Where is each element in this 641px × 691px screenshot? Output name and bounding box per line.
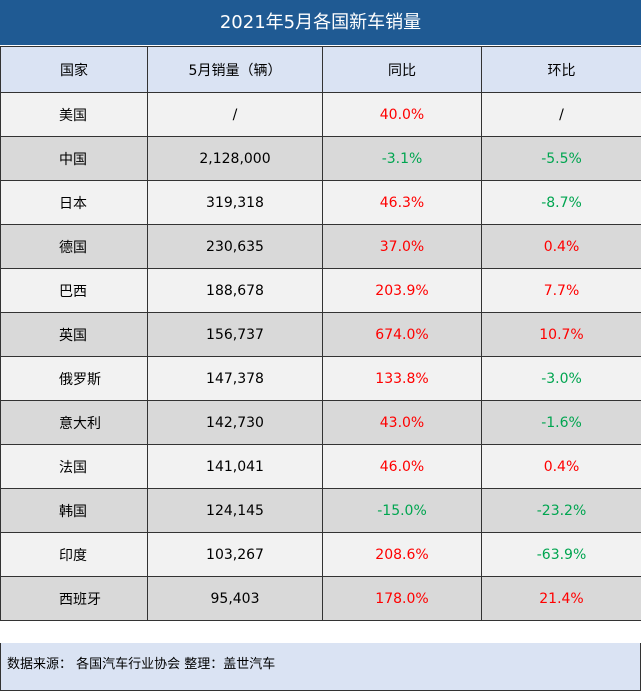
yoy-cell: 133.8%	[322, 356, 482, 401]
table-row: 法国 141,041 46.0% 0.4%	[0, 444, 641, 489]
mom-cell: 0.4%	[481, 224, 641, 269]
yoy-cell: 178.0%	[322, 576, 482, 621]
table-row: 巴西 188,678 203.9% 7.7%	[0, 268, 641, 313]
header-row: 国家 5月销量（辆） 同比 环比	[0, 46, 641, 93]
country-cell: 德国	[0, 224, 148, 269]
mom-cell: -1.6%	[481, 400, 641, 445]
mom-cell: -23.2%	[481, 488, 641, 533]
mom-cell: 0.4%	[481, 444, 641, 489]
country-cell: 印度	[0, 532, 148, 577]
sales-cell: 142,730	[147, 400, 323, 445]
table-row: 意大利 142,730 43.0% -1.6%	[0, 400, 641, 445]
yoy-cell: 203.9%	[322, 268, 482, 313]
country-cell: 意大利	[0, 400, 148, 445]
yoy-cell: 208.6%	[322, 532, 482, 577]
mom-cell: 21.4%	[481, 576, 641, 621]
mom-cell: 7.7%	[481, 268, 641, 313]
country-cell: 美国	[0, 92, 148, 137]
mom-cell: 10.7%	[481, 312, 641, 357]
header-mom: 环比	[481, 46, 641, 93]
sales-cell: 103,267	[147, 532, 323, 577]
table-row: 中国 2,128,000 -3.1% -5.5%	[0, 136, 641, 181]
mom-cell: -5.5%	[481, 136, 641, 181]
mom-cell: -8.7%	[481, 180, 641, 225]
yoy-cell: -3.1%	[322, 136, 482, 181]
yoy-cell: 37.0%	[322, 224, 482, 269]
table-row: 英国 156,737 674.0% 10.7%	[0, 312, 641, 357]
header-yoy: 同比	[322, 46, 482, 93]
sales-cell: 141,041	[147, 444, 323, 489]
sales-cell: 95,403	[147, 576, 323, 621]
sales-cell: /	[147, 92, 323, 137]
country-cell: 法国	[0, 444, 148, 489]
table-row: 韩国 124,145 -15.0% -23.2%	[0, 488, 641, 533]
mom-cell: -3.0%	[481, 356, 641, 401]
mom-cell: -63.9%	[481, 532, 641, 577]
yoy-cell: 40.0%	[322, 92, 482, 137]
source-footer: 数据来源： 各国汽车行业协会 整理：盖世汽车	[0, 643, 641, 691]
sales-cell: 230,635	[147, 224, 323, 269]
header-country: 国家	[0, 46, 148, 93]
table-row: 印度 103,267 208.6% -63.9%	[0, 532, 641, 577]
sales-cell: 188,678	[147, 268, 323, 313]
table-row: 西班牙 95,403 178.0% 21.4%	[0, 576, 641, 621]
table-title: 2021年5月各国新车销量	[0, 0, 641, 46]
country-cell: 西班牙	[0, 576, 148, 621]
sales-cell: 147,378	[147, 356, 323, 401]
country-cell: 日本	[0, 180, 148, 225]
country-cell: 韩国	[0, 488, 148, 533]
sales-table: 国家 5月销量（辆） 同比 环比 美国/40.0% / 中国 2,128,000 -3.…	[0, 46, 641, 621]
table-row: 美国/40.0% /	[0, 92, 641, 137]
yoy-cell: 46.3%	[322, 180, 482, 225]
table-row: 俄罗斯 147,378 133.8% -3.0%	[0, 356, 641, 401]
sales-cell: 124,145	[147, 488, 323, 533]
table-row: 德国 230,635 37.0% 0.4%	[0, 224, 641, 269]
country-cell: 中国	[0, 136, 148, 181]
yoy-cell: -15.0%	[322, 488, 482, 533]
header-sales: 5月销量（辆）	[147, 46, 323, 93]
country-cell: 俄罗斯	[0, 356, 148, 401]
sales-cell: 2,128,000	[147, 136, 323, 181]
country-cell: 英国	[0, 312, 148, 357]
yoy-cell: 674.0%	[322, 312, 482, 357]
country-cell: 巴西	[0, 268, 148, 313]
table-row: 日本 319,318 46.3% -8.7%	[0, 180, 641, 225]
yoy-cell: 46.0%	[322, 444, 482, 489]
mom-cell: /	[481, 92, 641, 137]
sales-cell: 319,318	[147, 180, 323, 225]
yoy-cell: 43.0%	[322, 400, 482, 445]
sales-cell: 156,737	[147, 312, 323, 357]
